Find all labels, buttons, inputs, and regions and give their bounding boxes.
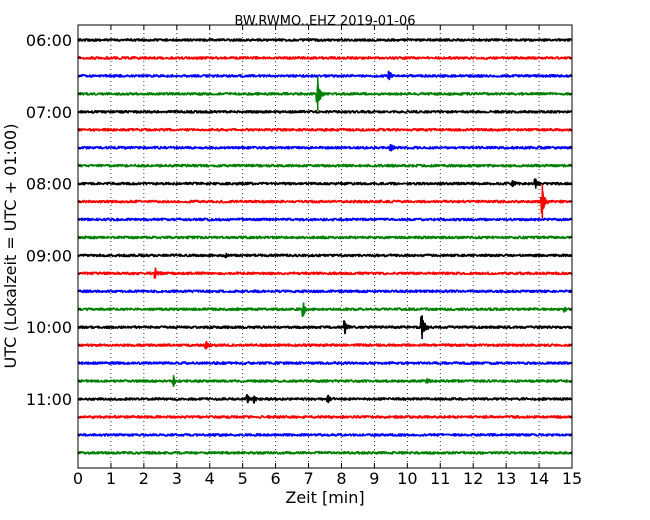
y-tick-label: 08:00 [26, 175, 72, 194]
y-tick-label: 09:00 [26, 246, 72, 265]
trace-1030 [77, 361, 573, 366]
x-tick-label: 13 [496, 469, 516, 488]
y-tick-labels: 06:00 07:00 08:00 09:00 10:00 11:00 [26, 31, 72, 409]
x-tick-label: 6 [271, 469, 281, 488]
trace-0615 [77, 56, 573, 60]
trace-1130 [77, 432, 573, 437]
trace-1145 [77, 450, 573, 455]
x-tick-label: 2 [139, 469, 149, 488]
x-tick-label: 5 [238, 469, 248, 488]
x-tick-label: 15 [562, 469, 582, 488]
x-tick-label: 10 [397, 469, 417, 488]
trace-0900 [77, 253, 573, 259]
trace-0715 [77, 127, 573, 132]
x-tick-label: 4 [205, 469, 215, 488]
x-tick-label: 3 [172, 469, 182, 488]
trace-0830 [77, 217, 573, 222]
axis-ticks [77, 25, 573, 468]
trace-1115 [77, 415, 573, 419]
x-tick-label: 11 [430, 469, 450, 488]
grid [110, 25, 540, 468]
y-axis-label: UTC (Lokalzeit = UTC + 01:00) [1, 124, 20, 369]
trace-0745 [77, 163, 573, 168]
trace-0915 [77, 267, 573, 279]
x-tick-label: 0 [73, 469, 83, 488]
trace-1045 [77, 376, 573, 385]
plot-frame [77, 24, 573, 469]
trace-1015 [77, 341, 573, 349]
trace-0600 [77, 38, 573, 42]
trace-0930 [77, 289, 573, 294]
x-tick-label: 14 [529, 469, 549, 488]
traces [77, 38, 573, 455]
x-tick-labels: 0 1 2 3 4 5 6 7 8 9 10 11 12 13 14 15 [73, 469, 582, 488]
y-tick-label: 11:00 [26, 390, 72, 409]
trace-0700 [77, 109, 573, 114]
trace-0845 [77, 235, 573, 240]
trace-0945 [77, 303, 573, 318]
trace-0730 [77, 143, 573, 152]
x-tick-label: 8 [336, 469, 346, 488]
trace-1000 [77, 316, 573, 336]
trace-0645 [77, 83, 573, 103]
chart-title: BW.RWMO..EHZ 2019-01-06 [234, 14, 415, 29]
trace-0815 [77, 190, 573, 214]
y-tick-label: 06:00 [26, 31, 72, 50]
x-tick-label: 1 [106, 469, 116, 488]
x-tick-label: 9 [369, 469, 379, 488]
y-tick-label: 07:00 [26, 103, 72, 122]
trace-0800 [77, 178, 573, 187]
x-axis-label: Zeit [min] [285, 488, 364, 507]
trace-1100 [77, 393, 573, 404]
trace-0630 [77, 70, 573, 80]
x-tick-label: 12 [463, 469, 483, 488]
x-tick-label: 7 [303, 469, 313, 488]
y-tick-label: 10:00 [26, 318, 72, 337]
